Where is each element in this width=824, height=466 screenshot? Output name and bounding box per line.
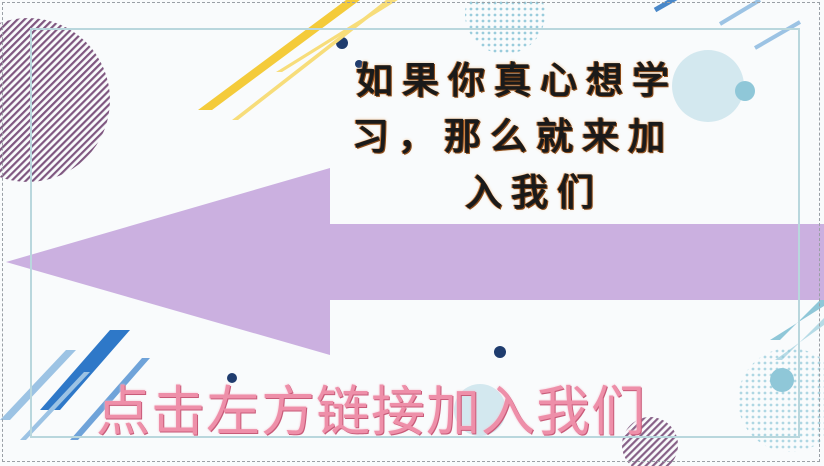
left-arrow-icon bbox=[6, 168, 824, 355]
teal-circle-top-right bbox=[672, 50, 744, 122]
blue-stripe bbox=[0, 350, 76, 420]
teal-circle-bottom-right bbox=[770, 368, 794, 392]
headline: 如果你真心想学 习，那么就来加 入我们 bbox=[350, 52, 750, 220]
outer-dashed-border bbox=[2, 2, 820, 462]
dotted-circle-top bbox=[465, 0, 545, 54]
teal-dot-top-right bbox=[735, 81, 755, 101]
blue-stripe bbox=[40, 330, 130, 410]
cta-text: 点击左方链接加入我们 bbox=[96, 380, 646, 443]
striped-circle-bottom bbox=[622, 417, 678, 466]
blue-stripe bbox=[753, 20, 802, 50]
headline-line-2: 习，那么就来加 bbox=[352, 114, 674, 158]
teal-circle-bottom-center bbox=[454, 384, 506, 436]
blue-stripe bbox=[718, 0, 762, 26]
yellow-stripe bbox=[198, 0, 360, 110]
dotted-circle-bottom-right bbox=[738, 348, 824, 452]
blue-stripe bbox=[70, 358, 150, 440]
yellow-stripe bbox=[232, 0, 392, 120]
navy-dot bbox=[227, 373, 237, 383]
yellow-stripe bbox=[276, 0, 398, 72]
blue-stripe bbox=[20, 372, 90, 440]
blue-stripe bbox=[653, 0, 678, 13]
striped-circle-top-left bbox=[0, 18, 110, 182]
inner-frame bbox=[30, 28, 800, 438]
navy-dot bbox=[494, 346, 506, 358]
headline-line-3: 入我们 bbox=[465, 170, 603, 214]
headline-line-1: 如果你真心想学 bbox=[356, 58, 678, 102]
navy-dot bbox=[355, 60, 363, 68]
